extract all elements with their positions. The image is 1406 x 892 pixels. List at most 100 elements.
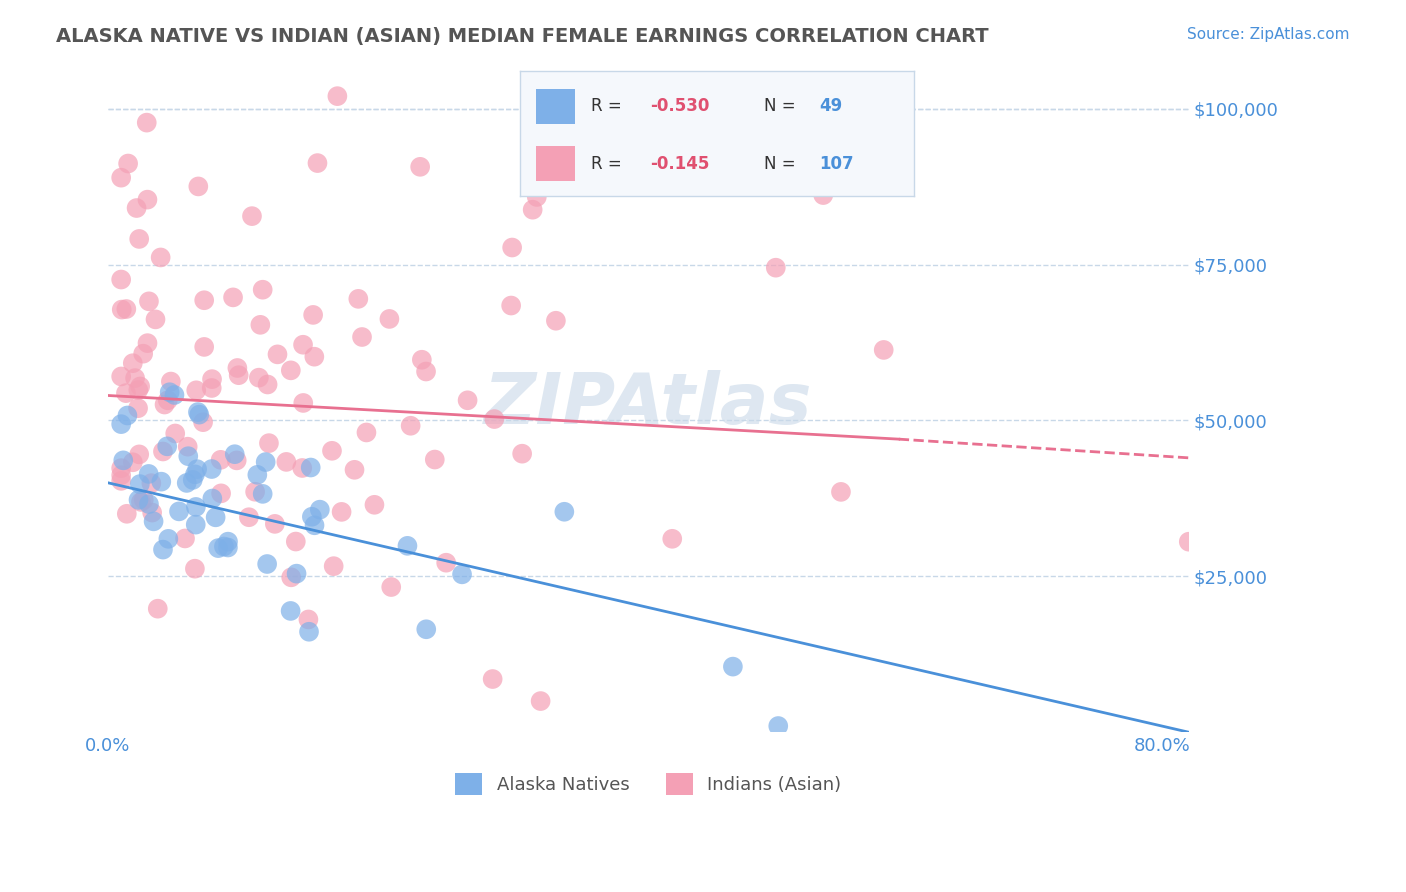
Alaska Natives bbox=[159, 385, 181, 400]
Text: R =: R = bbox=[591, 97, 627, 115]
Indians (Asian) bbox=[127, 383, 149, 397]
Alaska Natives bbox=[188, 408, 211, 422]
Text: -0.145: -0.145 bbox=[650, 155, 710, 173]
Text: ZIPAtlas: ZIPAtlas bbox=[484, 370, 813, 440]
Indians (Asian) bbox=[252, 283, 274, 297]
Indians (Asian) bbox=[174, 532, 197, 546]
Indians (Asian) bbox=[111, 302, 134, 317]
Indians (Asian) bbox=[115, 507, 138, 521]
Alaska Natives bbox=[176, 475, 198, 490]
Alaska Natives bbox=[224, 447, 246, 461]
Indians (Asian) bbox=[129, 379, 152, 393]
Indians (Asian) bbox=[330, 505, 353, 519]
Indians (Asian) bbox=[136, 336, 159, 351]
Indians (Asian) bbox=[266, 347, 288, 361]
Indians (Asian) bbox=[257, 436, 280, 450]
Alaska Natives bbox=[212, 540, 235, 554]
Indians (Asian) bbox=[141, 506, 163, 520]
Indians (Asian) bbox=[297, 612, 319, 626]
Indians (Asian) bbox=[302, 308, 325, 322]
Indians (Asian) bbox=[209, 452, 232, 467]
Indians (Asian) bbox=[243, 484, 266, 499]
Indians (Asian) bbox=[363, 498, 385, 512]
Indians (Asian) bbox=[661, 532, 683, 546]
Indians (Asian) bbox=[136, 193, 159, 207]
Alaska Natives bbox=[184, 467, 207, 482]
Indians (Asian) bbox=[434, 556, 457, 570]
Alaska Natives bbox=[301, 509, 323, 524]
Alaska Natives bbox=[207, 541, 229, 555]
Indians (Asian) bbox=[115, 301, 138, 316]
Indians (Asian) bbox=[117, 156, 139, 170]
Indians (Asian) bbox=[128, 232, 150, 246]
Alaska Natives bbox=[451, 567, 474, 582]
Indians (Asian) bbox=[141, 476, 163, 491]
Alaska Natives bbox=[254, 455, 277, 469]
Alaska Natives bbox=[285, 566, 308, 581]
Indians (Asian) bbox=[225, 453, 247, 467]
Alaska Natives bbox=[150, 475, 173, 489]
Indians (Asian) bbox=[149, 251, 172, 265]
Indians (Asian) bbox=[187, 179, 209, 194]
Indians (Asian) bbox=[193, 340, 215, 354]
Indians (Asian) bbox=[132, 347, 155, 361]
Indians (Asian) bbox=[121, 356, 143, 370]
Alaska Natives bbox=[128, 492, 150, 507]
Indians (Asian) bbox=[152, 444, 174, 458]
Alaska Natives bbox=[553, 505, 575, 519]
Indians (Asian) bbox=[222, 290, 245, 304]
Alaska Natives bbox=[768, 719, 790, 733]
Indians (Asian) bbox=[238, 510, 260, 524]
Indians (Asian) bbox=[249, 318, 271, 332]
Indians (Asian) bbox=[186, 384, 208, 398]
Indians (Asian) bbox=[280, 363, 302, 377]
Indians (Asian) bbox=[184, 562, 207, 576]
Alaska Natives bbox=[308, 502, 330, 516]
Indians (Asian) bbox=[165, 426, 187, 441]
Indians (Asian) bbox=[765, 260, 787, 275]
Indians (Asian) bbox=[326, 89, 349, 103]
Indians (Asian) bbox=[256, 377, 278, 392]
Indians (Asian) bbox=[457, 393, 479, 408]
Alaska Natives bbox=[298, 624, 321, 639]
Alaska Natives bbox=[138, 467, 160, 481]
Indians (Asian) bbox=[193, 293, 215, 308]
Indians (Asian) bbox=[228, 368, 250, 383]
Alaska Natives bbox=[256, 557, 278, 571]
Indians (Asian) bbox=[284, 534, 307, 549]
Alaska Natives bbox=[721, 659, 744, 673]
Indians (Asian) bbox=[530, 694, 553, 708]
Alaska Natives bbox=[184, 517, 207, 532]
Indians (Asian) bbox=[110, 369, 132, 384]
Indians (Asian) bbox=[830, 484, 852, 499]
Indians (Asian) bbox=[873, 343, 896, 357]
Indians (Asian) bbox=[484, 412, 506, 426]
Text: 49: 49 bbox=[820, 97, 842, 115]
Indians (Asian) bbox=[129, 495, 152, 509]
Indians (Asian) bbox=[240, 209, 263, 223]
Indians (Asian) bbox=[191, 415, 214, 429]
Indians (Asian) bbox=[291, 461, 314, 475]
Indians (Asian) bbox=[411, 352, 433, 367]
FancyBboxPatch shape bbox=[536, 146, 575, 181]
Alaska Natives bbox=[217, 541, 239, 555]
Indians (Asian) bbox=[380, 580, 402, 594]
Alaska Natives bbox=[181, 473, 204, 487]
Indians (Asian) bbox=[322, 559, 344, 574]
Indians (Asian) bbox=[813, 188, 835, 202]
Alaska Natives bbox=[138, 497, 160, 511]
Indians (Asian) bbox=[501, 240, 523, 254]
Text: N =: N = bbox=[765, 97, 801, 115]
Alaska Natives bbox=[157, 532, 180, 546]
Alaska Natives bbox=[304, 518, 326, 533]
Text: R =: R = bbox=[591, 155, 627, 173]
Indians (Asian) bbox=[292, 396, 315, 410]
Indians (Asian) bbox=[226, 361, 249, 376]
Text: N =: N = bbox=[765, 155, 801, 173]
Indians (Asian) bbox=[201, 372, 224, 386]
Indians (Asian) bbox=[1178, 534, 1201, 549]
Alaska Natives bbox=[117, 409, 139, 423]
Text: ALASKA NATIVE VS INDIAN (ASIAN) MEDIAN FEMALE EARNINGS CORRELATION CHART: ALASKA NATIVE VS INDIAN (ASIAN) MEDIAN F… bbox=[56, 27, 988, 45]
Alaska Natives bbox=[201, 462, 224, 476]
Indians (Asian) bbox=[292, 337, 315, 351]
